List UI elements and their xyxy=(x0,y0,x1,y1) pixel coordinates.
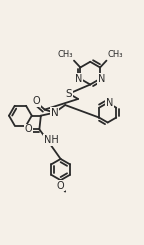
Text: CH₃: CH₃ xyxy=(107,50,123,59)
Text: N: N xyxy=(98,74,106,84)
Text: CH₃: CH₃ xyxy=(58,50,73,59)
Text: N: N xyxy=(106,98,113,108)
Text: O: O xyxy=(57,181,64,191)
Text: N: N xyxy=(51,108,58,118)
Text: N: N xyxy=(75,74,82,84)
Text: NH: NH xyxy=(44,135,58,145)
Text: S: S xyxy=(66,89,72,99)
Text: O: O xyxy=(33,96,40,106)
Text: O: O xyxy=(24,124,32,134)
